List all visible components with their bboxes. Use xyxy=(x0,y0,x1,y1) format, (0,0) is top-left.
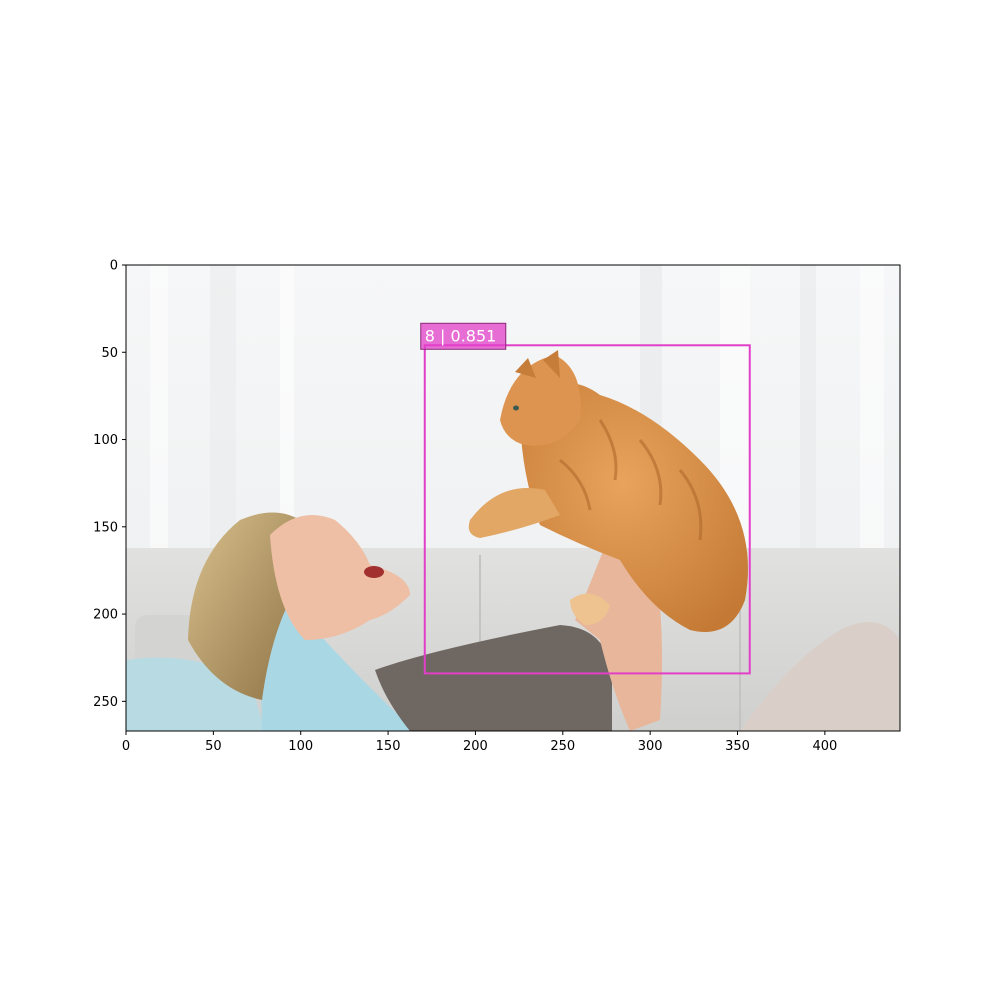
x-tick-label: 200 xyxy=(463,739,488,754)
cat-paws xyxy=(468,488,560,538)
woman-shirt xyxy=(375,625,612,731)
y-tick-label: 50 xyxy=(101,346,118,361)
cat-ear-right xyxy=(543,350,560,378)
cat-head xyxy=(500,355,581,446)
scene-photo xyxy=(126,265,900,731)
woman-mouth xyxy=(364,566,384,578)
x-tick-label: 150 xyxy=(376,739,401,754)
image-frame xyxy=(125,264,901,732)
cat-eye xyxy=(513,405,519,411)
x-tick-label: 350 xyxy=(725,739,750,754)
detection-label: 8 | 0.851 xyxy=(425,326,497,345)
x-tick-label: 300 xyxy=(638,739,663,754)
x-tick-label: 0 xyxy=(122,739,130,754)
detection-label-background xyxy=(420,322,507,350)
y-tick-label: 0 xyxy=(110,259,118,274)
cat-ear-left xyxy=(515,358,536,378)
x-tick-label: 250 xyxy=(550,739,575,754)
detection-overlays: 8 | 0.851 xyxy=(420,322,751,675)
x-axis: 0 50 100 150 200 250 300 350 400 xyxy=(122,731,837,754)
y-tick-label: 100 xyxy=(93,433,118,448)
cat-body xyxy=(520,383,748,632)
x-tick-label: 100 xyxy=(288,739,313,754)
x-tick-label: 50 xyxy=(205,739,222,754)
cat-hind-leg xyxy=(570,593,610,625)
x-tick-label: 400 xyxy=(812,739,837,754)
y-tick-label: 200 xyxy=(93,608,118,623)
pillow xyxy=(260,607,415,731)
cat xyxy=(468,350,748,632)
y-tick-label: 250 xyxy=(93,695,118,710)
y-axis: 0 50 100 150 200 250 xyxy=(93,259,126,710)
y-tick-label: 150 xyxy=(93,520,118,535)
woman-hair xyxy=(188,512,300,700)
legs xyxy=(740,622,900,731)
detection-box xyxy=(423,344,751,675)
woman-face xyxy=(270,515,410,640)
